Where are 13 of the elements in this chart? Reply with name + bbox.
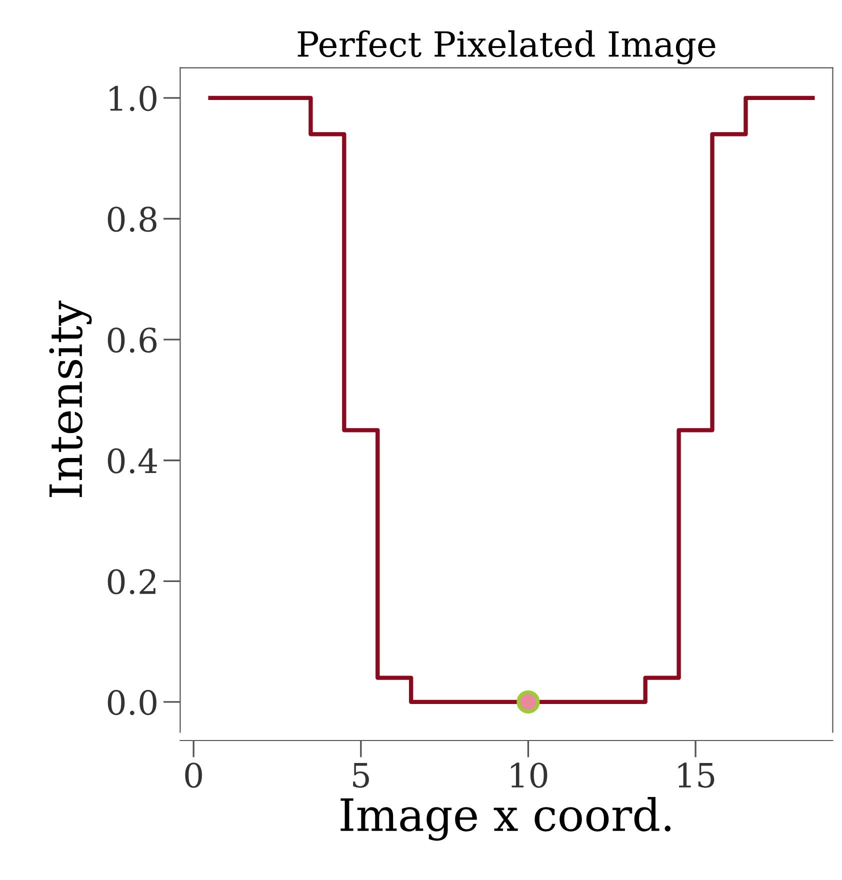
x-tick-label: 15 [678,762,714,788]
y-tick-label: 0.6 [108,327,157,353]
y-tick-label: 0.8 [108,206,156,232]
x-axis-title: Image x coord. [340,797,671,841]
x-tick-label: 5 [353,763,369,788]
y-tick-label: 0.0 [108,690,156,716]
chart-title: Perfect Pixelated Image [298,30,716,64]
y-axis-title: Intensity [49,300,92,497]
x-tick-label: 0 [185,762,202,788]
x-tick-label: 10 [511,762,548,788]
y-tick-label: 0.4 [108,448,157,474]
y-tick-label: 1.0 [110,86,156,112]
y-tick-label: 0.2 [108,569,156,594]
